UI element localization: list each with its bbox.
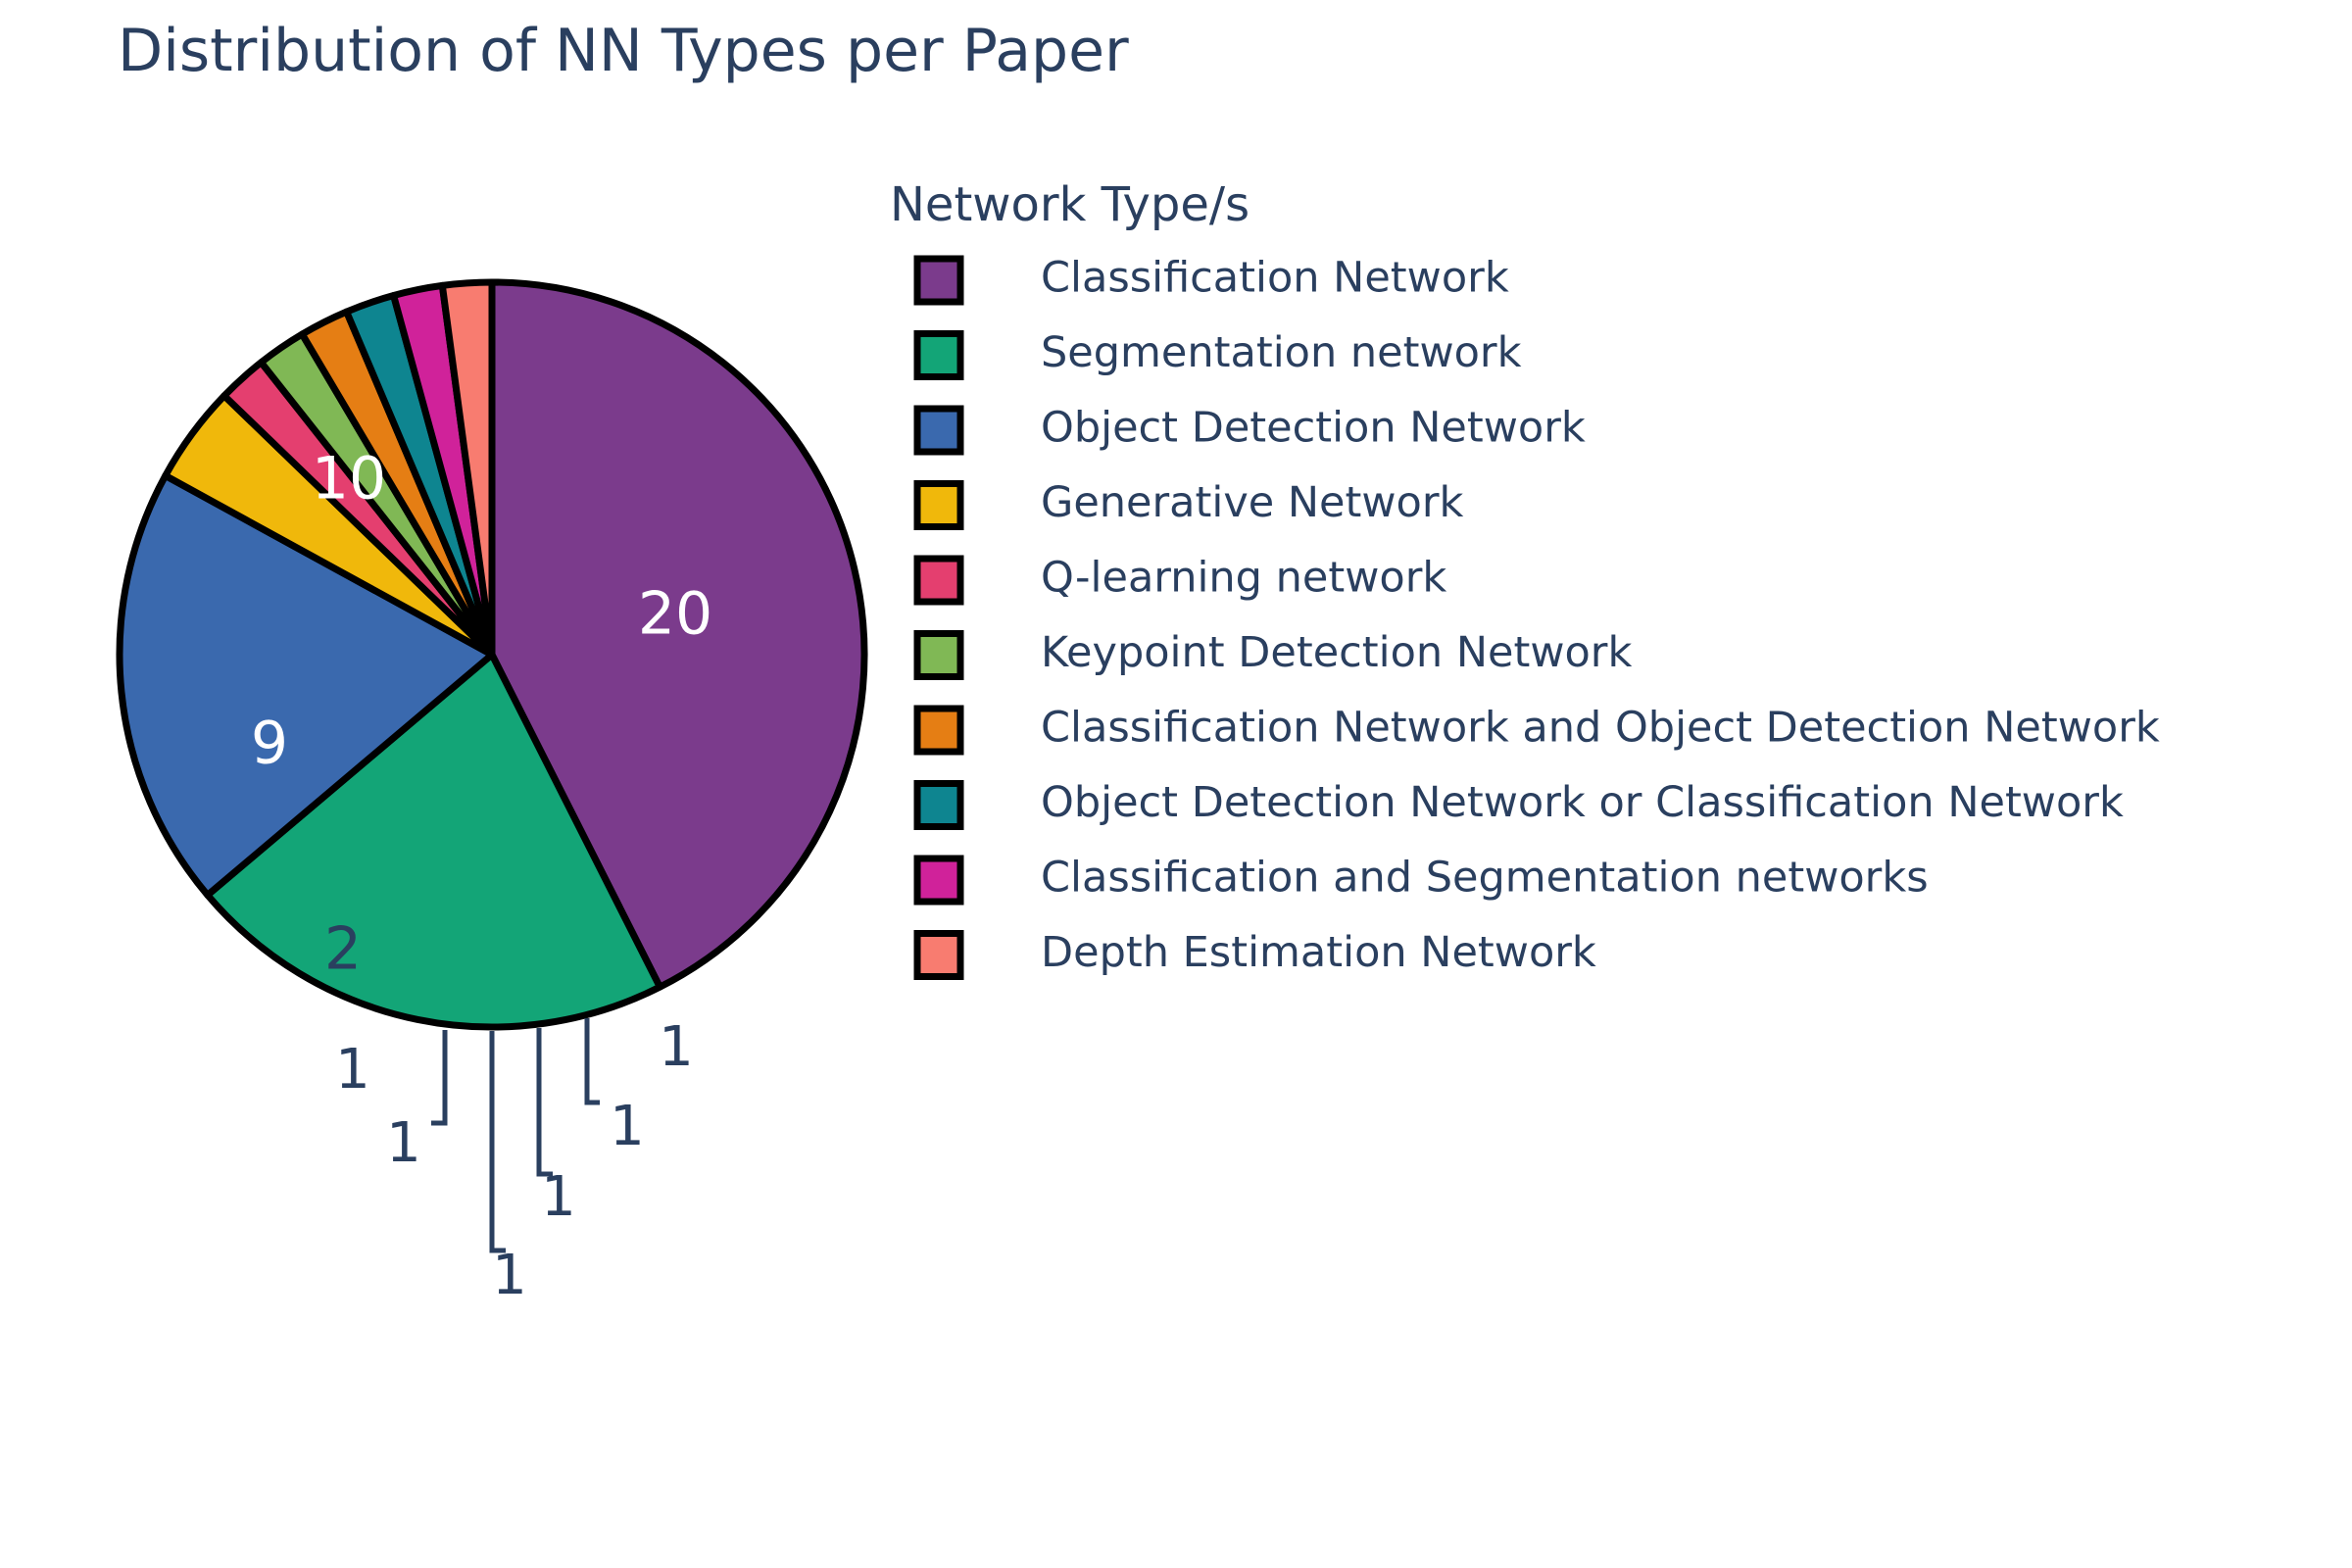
legend-title: Network Type/s xyxy=(890,177,1250,232)
legend-swatch xyxy=(913,555,964,606)
slice-value-label: 2 xyxy=(324,915,362,984)
label-connector xyxy=(536,1028,553,1177)
legend-label: Object Detection Network xyxy=(1041,404,1586,453)
pie-slices xyxy=(116,278,868,1031)
pie-slice-classification-network[interactable] xyxy=(488,278,868,991)
legend: Classification Network Segmentation netwo… xyxy=(913,254,2160,980)
slice-value-label: 1 xyxy=(659,1015,694,1079)
legend-swatch xyxy=(913,255,964,306)
slice-value-label: 20 xyxy=(638,580,712,649)
legend-swatch xyxy=(913,930,964,980)
legend-label: Classification Network xyxy=(1041,254,1509,303)
legend-item-classification-and-segmentation-networks[interactable]: Classification and Segmentation networks xyxy=(913,854,1929,906)
legend-label: Keypoint Detection Network xyxy=(1041,628,1632,677)
legend-item-object-detection-network[interactable]: Object Detection Network xyxy=(913,404,1586,456)
legend-label: Object Detection Network or Classificati… xyxy=(1041,778,2124,827)
pie-slice-object-detection-network[interactable] xyxy=(116,471,496,899)
legend-item-classification-network-and-object-detection-network[interactable]: Classification Network and Object Detect… xyxy=(913,704,2160,756)
legend-swatch xyxy=(913,405,964,456)
slice-value-label: 1 xyxy=(386,1111,421,1175)
pie-slice-depth-estimation-network[interactable] xyxy=(438,278,496,659)
legend-item-segmentation-network[interactable]: Segmentation network xyxy=(913,328,1522,380)
legend-label: Classification Network and Object Detect… xyxy=(1041,704,2160,753)
pie-slice-segmentation-network[interactable] xyxy=(204,651,663,1031)
label-connectors xyxy=(431,1018,600,1253)
slice-value-label: 1 xyxy=(492,1244,527,1307)
legend-item-classification-network[interactable]: Classification Network xyxy=(913,254,1509,306)
legend-item-depth-estimation-network[interactable]: Depth Estimation Network xyxy=(913,928,1596,980)
slice-value-label: 1 xyxy=(541,1165,576,1229)
legend-swatch xyxy=(913,480,964,530)
label-connector xyxy=(431,1030,448,1126)
legend-label: Depth Estimation Network xyxy=(1041,928,1596,977)
legend-swatch xyxy=(913,330,964,380)
slice-value-label: 9 xyxy=(251,710,288,778)
label-connector xyxy=(584,1018,600,1105)
legend-label: Classification and Segmentation networks xyxy=(1041,854,1929,903)
chart-title: Distribution of NN Types per Paper xyxy=(118,17,1129,85)
legend-label: Generative Network xyxy=(1041,478,1464,527)
slice-value-label: 1 xyxy=(610,1095,645,1158)
label-connector xyxy=(489,1031,506,1253)
slice-value-label: 10 xyxy=(312,445,386,514)
slice-value-label: 1 xyxy=(335,1038,370,1102)
legend-swatch xyxy=(913,630,964,680)
legend-label: Q-learning network xyxy=(1041,554,1446,603)
legend-item-q-learning-network[interactable]: Q-learning network xyxy=(913,554,1446,606)
legend-item-keypoint-detection-network[interactable]: Keypoint Detection Network xyxy=(913,628,1632,680)
legend-label: Segmentation network xyxy=(1041,328,1522,377)
legend-swatch xyxy=(913,855,964,906)
legend-swatch xyxy=(913,705,964,756)
legend-swatch xyxy=(913,780,964,830)
legend-item-generative-network[interactable]: Generative Network xyxy=(913,478,1464,530)
legend-item-object-detection-network-or-classification-network[interactable]: Object Detection Network or Classificati… xyxy=(913,778,2124,830)
